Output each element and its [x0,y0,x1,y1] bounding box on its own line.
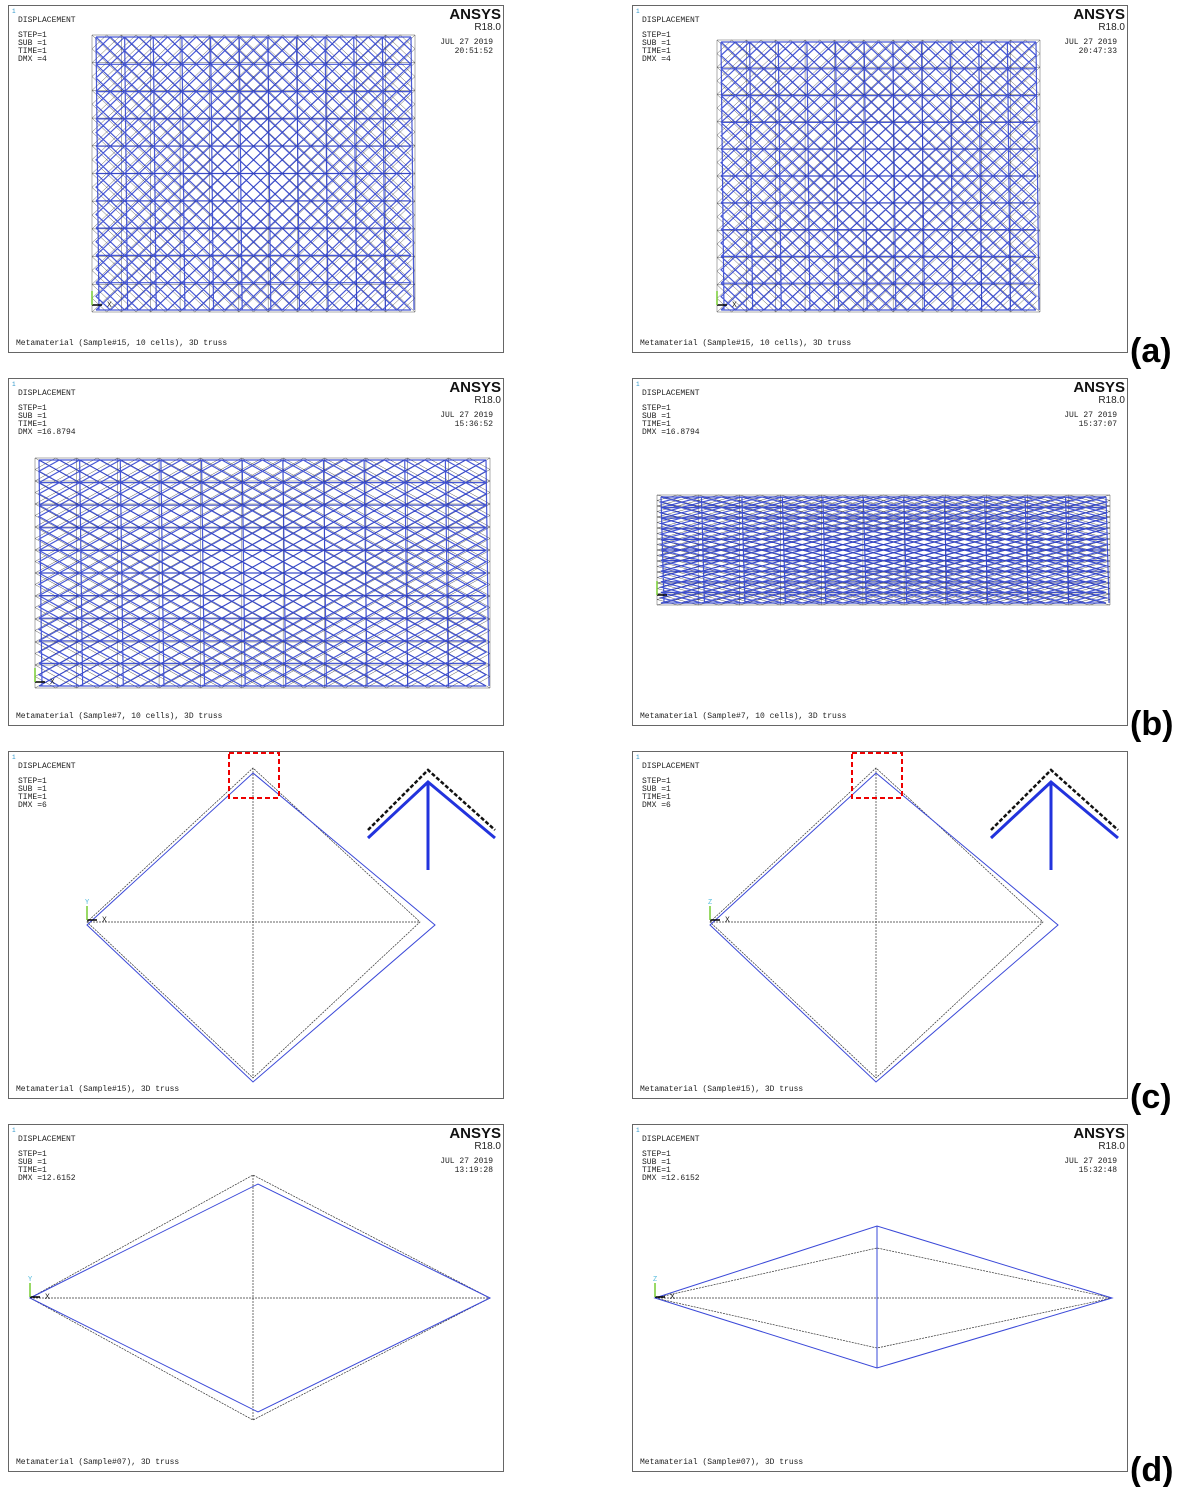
panel: 1DISPLACEMENTSTEP=1SUB =1TIME=1DMX =16.8… [9,379,504,726]
row-label: (c) [1130,1078,1172,1116]
figure: 1DISPLACEMENTSTEP=1SUB =1TIME=1DMX =4ANS… [0,0,1189,1487]
axis-x-label: X [725,916,730,925]
window-number: 1 [636,754,640,761]
date: JUL 27 2019 [1064,411,1117,420]
axis-x-label: X [670,1293,675,1302]
date: JUL 27 2019 [1064,1157,1117,1166]
row-label: (d) [1130,1451,1173,1487]
version: R18.0 [474,395,501,406]
date: JUL 27 2019 [440,411,493,420]
window-number: 1 [636,381,640,388]
axis-v-label: Z [653,1276,657,1284]
time: 15:37:07 [1079,420,1118,429]
result-title: DISPLACEMENT [18,389,76,398]
caption: Metamaterial (Sample#15), 3D truss [640,1085,803,1094]
axis-x-label: X [732,301,737,310]
version: R18.0 [1098,1141,1125,1152]
caption: Metamaterial (Sample#15), 3D truss [16,1085,179,1094]
caption: Metamaterial (Sample#07), 3D truss [16,1458,179,1467]
axis-x-label: X [102,916,107,925]
step-line: DMX =6 [18,801,47,810]
ansys-logo: ANSYS [449,379,501,396]
result-title: DISPLACEMENT [642,762,700,771]
panel-frame [633,752,1128,1099]
time: 15:32:48 [1079,1166,1118,1175]
time: 15:36:52 [455,420,494,429]
window-number: 1 [636,1127,640,1134]
ansys-logo: ANSYS [449,1125,501,1142]
panel: 1DISPLACEMENTSTEP=1SUB =1TIME=1DMX =12.6… [9,1125,504,1472]
step-line: DMX =12.6152 [642,1174,700,1183]
step-line: DMX =6 [642,801,671,810]
result-title: DISPLACEMENT [18,1135,76,1144]
step-line: DMX =4 [642,55,671,64]
date: JUL 27 2019 [440,1157,493,1166]
caption: Metamaterial (Sample#15, 10 cells), 3D t… [16,339,227,348]
caption: Metamaterial (Sample#15, 10 cells), 3D t… [640,339,851,348]
result-title: DISPLACEMENT [642,1135,700,1144]
ansys-logo: ANSYS [1073,6,1125,23]
window-number: 1 [12,754,16,761]
axis-x-label: X [45,1293,50,1302]
date: JUL 27 2019 [1064,38,1117,47]
result-title: DISPLACEMENT [18,16,76,25]
axis-x-label: X [107,301,112,310]
date: JUL 27 2019 [440,38,493,47]
window-number: 1 [12,8,16,15]
time: 13:19:28 [455,1166,494,1175]
step-line: DMX =4 [18,55,47,64]
ansys-logo: ANSYS [449,6,501,23]
result-title: DISPLACEMENT [642,16,700,25]
panel: 1DISPLACEMENTSTEP=1SUB =1TIME=1DMX =6Met… [9,752,504,1099]
ansys-logo: ANSYS [1073,1125,1125,1142]
time: 20:47:33 [1079,47,1118,56]
window-number: 1 [636,8,640,15]
result-title: DISPLACEMENT [18,762,76,771]
axis-x-label: X [50,678,55,687]
version: R18.0 [1098,22,1125,33]
caption: Metamaterial (Sample#7, 10 cells), 3D tr… [16,712,223,721]
step-line: DMX =16.8794 [642,428,700,437]
version: R18.0 [474,1141,501,1152]
version: R18.0 [1098,395,1125,406]
row-label: (b) [1130,705,1173,743]
row-label: (a) [1130,332,1172,370]
caption: Metamaterial (Sample#7, 10 cells), 3D tr… [640,712,847,721]
window-number: 1 [12,381,16,388]
ansys-logo: ANSYS [1073,379,1125,396]
time: 20:51:52 [455,47,494,56]
step-line: DMX =12.6152 [18,1174,76,1183]
caption: Metamaterial (Sample#07), 3D truss [640,1458,803,1467]
result-title: DISPLACEMENT [642,389,700,398]
window-number: 1 [12,1127,16,1134]
axis-v-label: Z [708,899,712,907]
version: R18.0 [474,22,501,33]
step-line: DMX =16.8794 [18,428,76,437]
